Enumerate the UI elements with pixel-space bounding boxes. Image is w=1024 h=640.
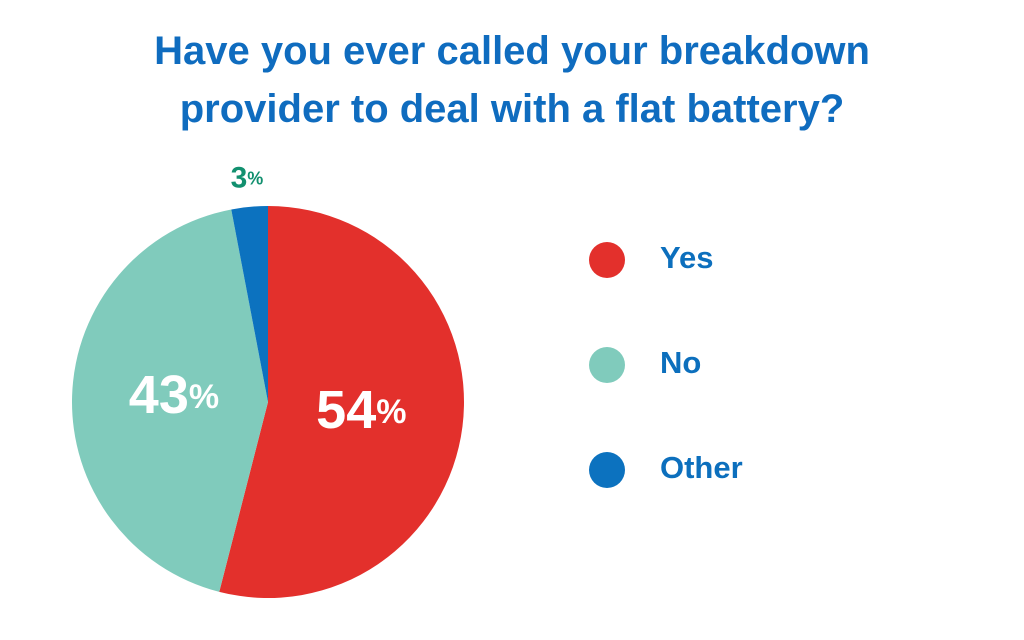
legend-marker: [589, 452, 625, 488]
data-label: 3%: [231, 161, 264, 194]
legend-label: Other: [660, 450, 743, 485]
chart-title: Have you ever called your breakdown prov…: [154, 29, 870, 131]
pie-slice: [71, 209, 268, 592]
data-label: 54%: [316, 380, 406, 440]
legend-marker: [589, 242, 625, 278]
legend-label: Yes: [660, 240, 713, 275]
legend-marker: [589, 347, 625, 383]
pie-slice: [219, 206, 465, 598]
legend-label: No: [660, 345, 701, 380]
pie-slice: [231, 206, 268, 402]
data-label: 43%: [129, 365, 219, 425]
